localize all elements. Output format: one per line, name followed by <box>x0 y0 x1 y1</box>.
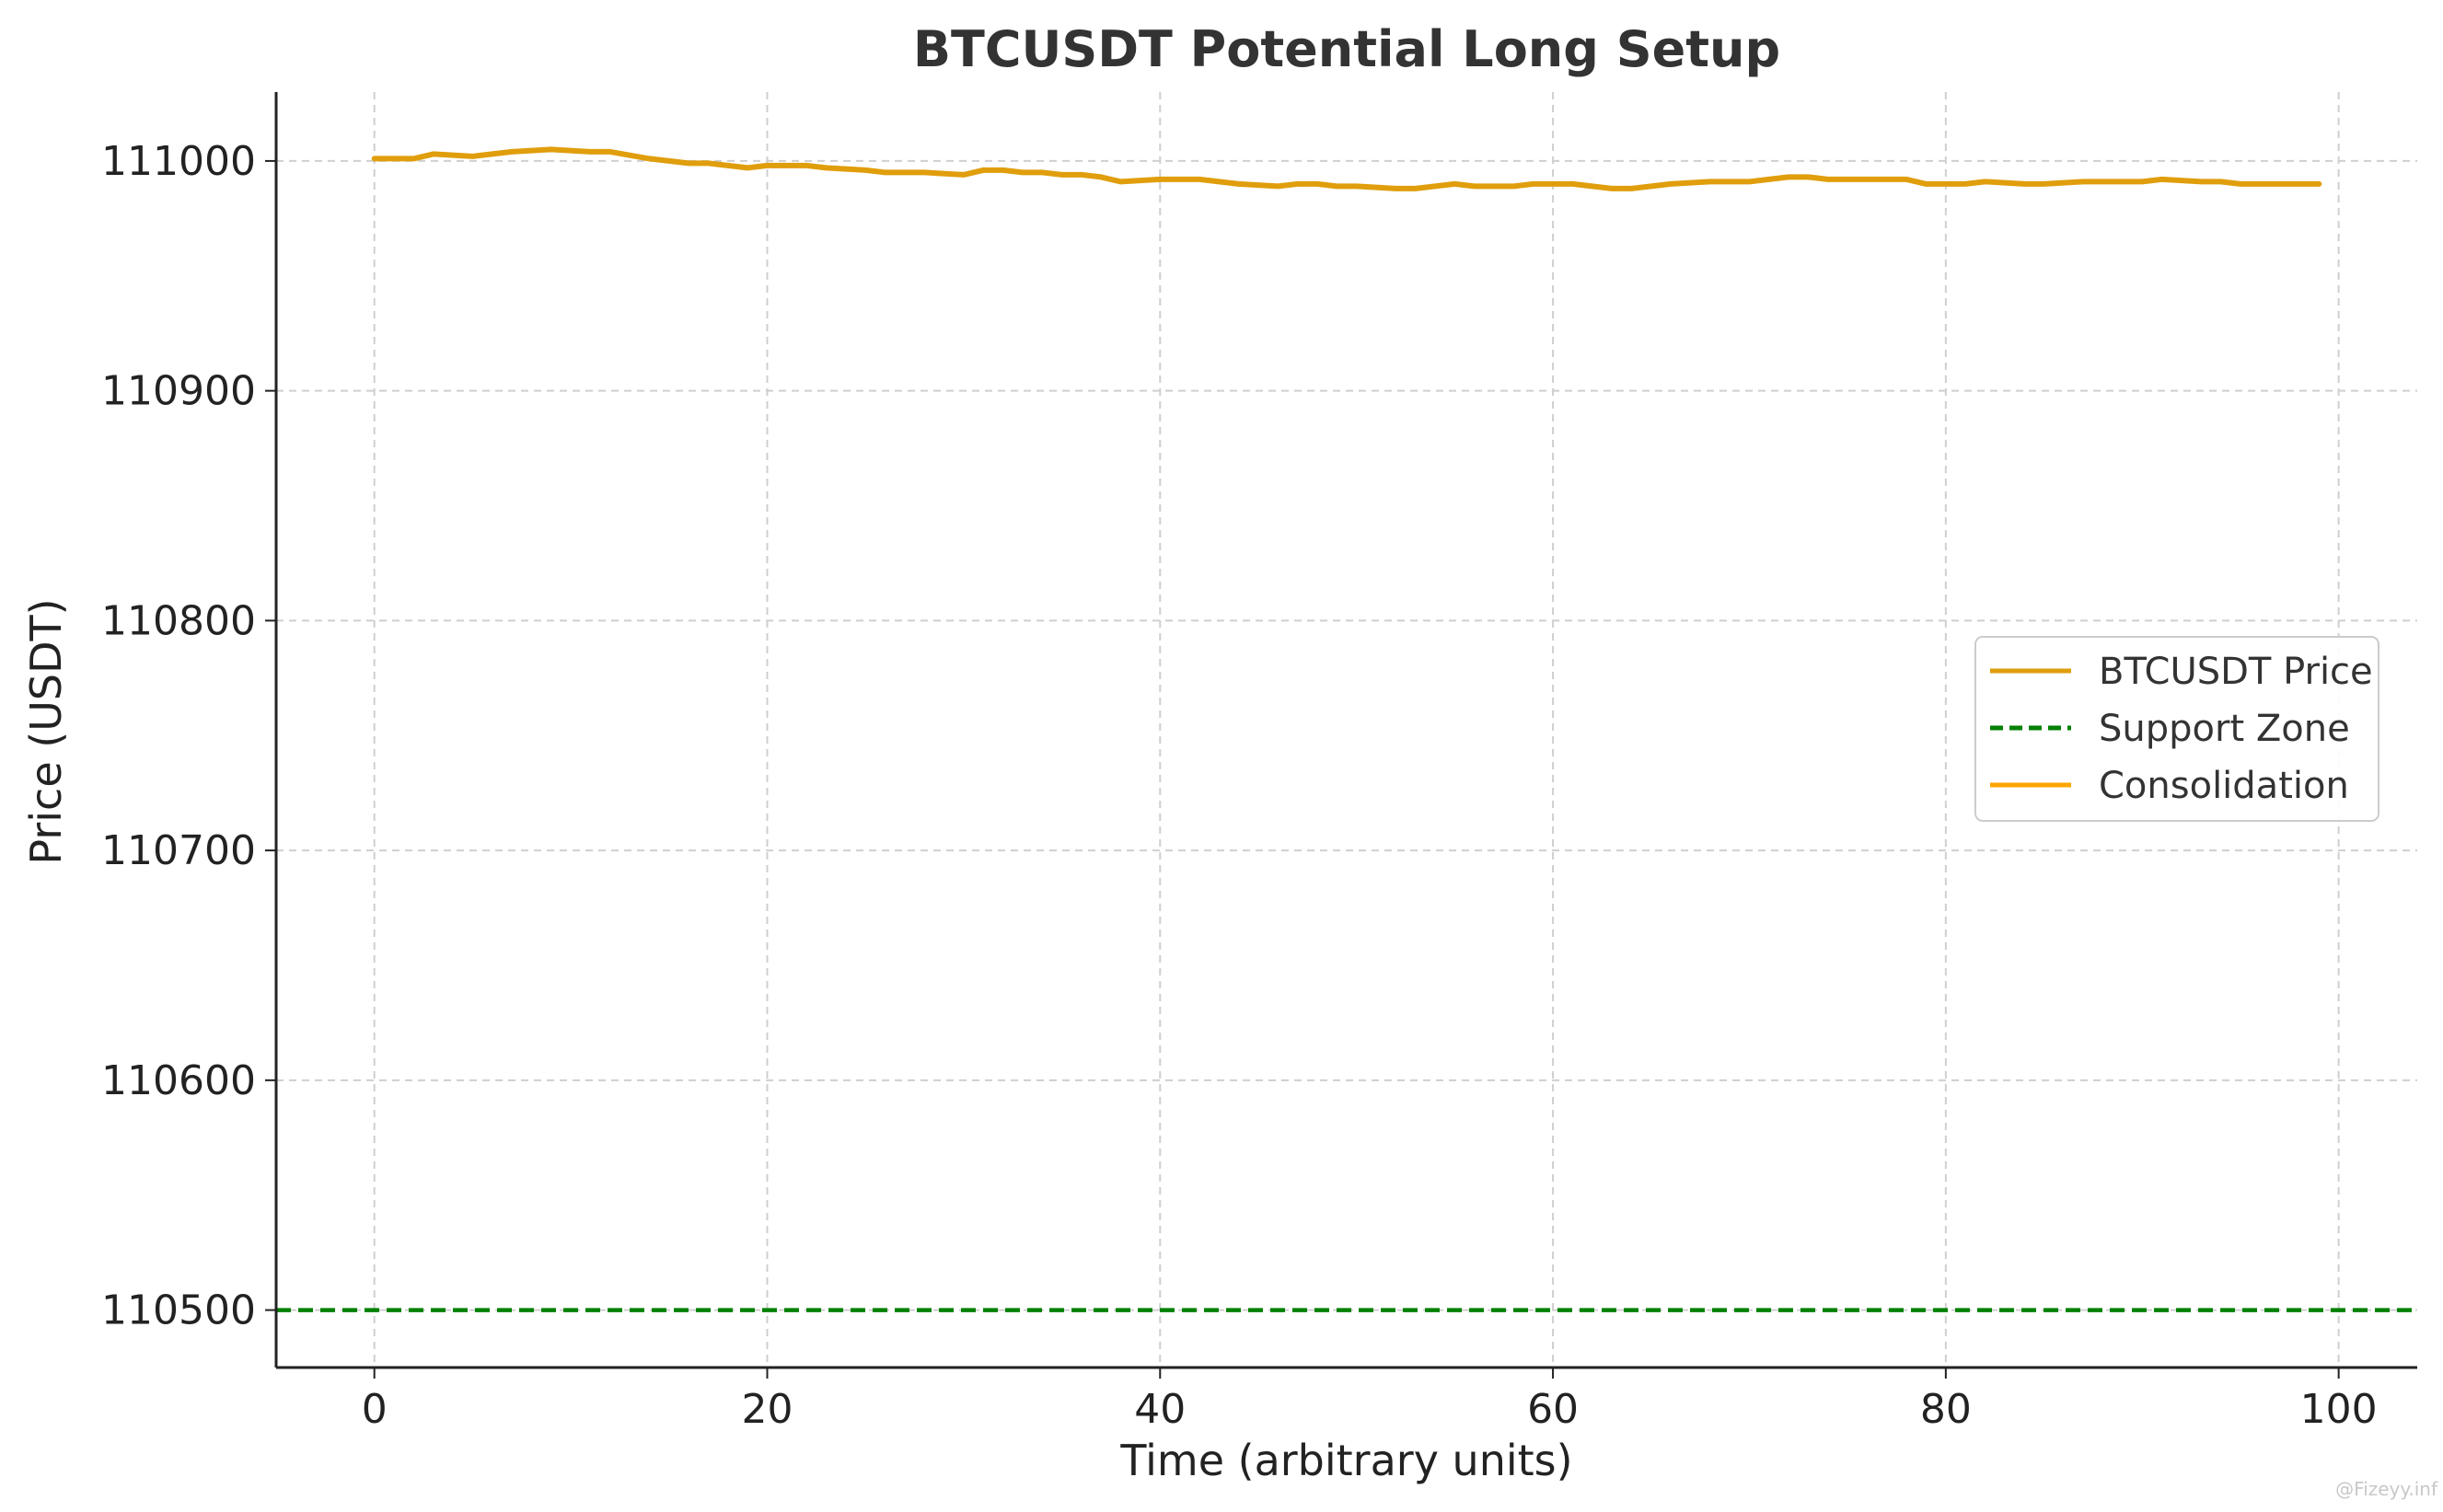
y-axis-label: Price (USDT) <box>21 598 71 864</box>
y-tick-label: 110600 <box>101 1057 256 1104</box>
price-line <box>371 146 2322 191</box>
legend: BTCUSDT Price Support Zone Consolidation <box>1974 636 2379 822</box>
x-tick-label: 0 <box>362 1386 388 1433</box>
x-tick-label: 20 <box>741 1386 793 1433</box>
x-tick-label: 100 <box>2300 1386 2378 1433</box>
chart-title: BTCUSDT Potential Long Setup <box>913 20 1780 78</box>
x-axis-label: Time (arbitrary units) <box>1119 1436 1572 1485</box>
x-tick-label: 60 <box>1527 1386 1579 1433</box>
x-tick-label: 80 <box>1920 1386 1972 1433</box>
x-tick-label: 40 <box>1134 1386 1186 1433</box>
price-series-layer <box>371 146 2322 191</box>
legend-label: Consolidation <box>2099 765 2349 807</box>
y-tick-label: 110700 <box>101 827 256 874</box>
legend-frame <box>1974 636 2379 822</box>
y-tick-label: 111000 <box>101 138 256 185</box>
axes <box>265 92 2417 1379</box>
y-tick-label: 110900 <box>101 368 256 415</box>
watermark: @Fizeyy.inf <box>2335 1478 2438 1500</box>
legend-label: BTCUSDT Price <box>2099 651 2373 693</box>
legend-entries: BTCUSDT Price Support Zone Consolidation <box>1990 651 2373 807</box>
y-tick-label: 110500 <box>101 1287 256 1334</box>
y-tick-label: 110800 <box>101 597 256 644</box>
legend-label: Support Zone <box>2099 708 2350 750</box>
tick-labels: 0 20 40 60 80 100 110500 110600 110700 110800 1109… <box>101 138 2378 1433</box>
